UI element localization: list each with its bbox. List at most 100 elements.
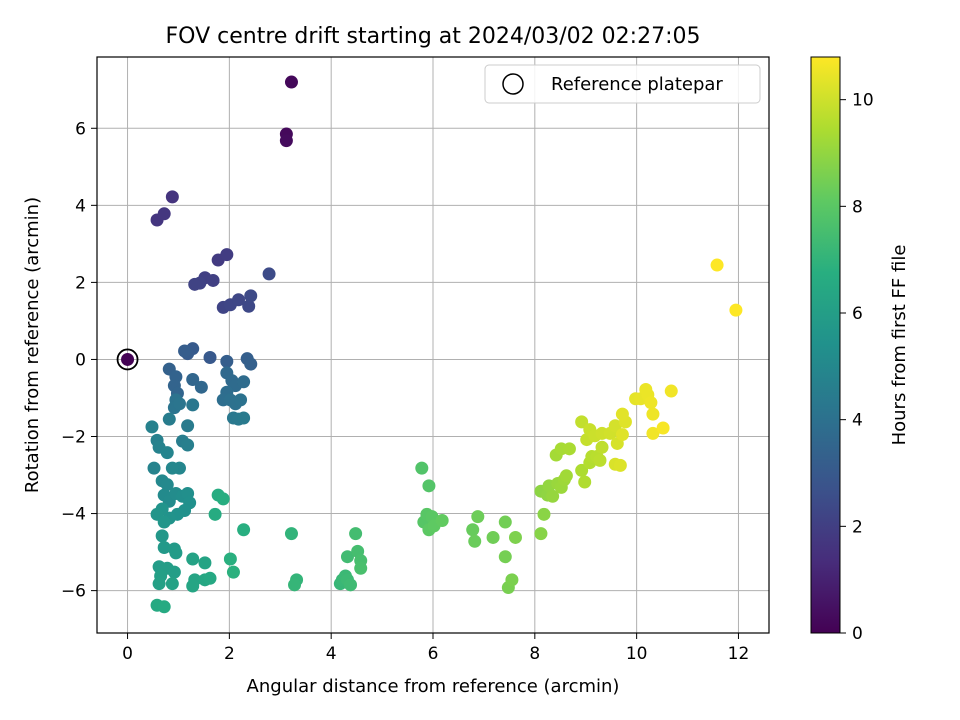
data-point — [223, 552, 237, 566]
data-point — [415, 461, 429, 475]
colorbar-tick-label: 2 — [852, 517, 863, 537]
data-point — [340, 550, 354, 564]
x-tick-label: 0 — [122, 644, 133, 664]
data-point — [194, 380, 208, 394]
data-point — [165, 577, 179, 591]
data-point — [468, 534, 482, 548]
data-point — [664, 384, 678, 398]
colorbar-label: Hours from first FF file — [889, 245, 910, 446]
data-point — [559, 469, 573, 483]
x-tick-label: 2 — [224, 644, 235, 664]
x-axis-label: Angular distance from reference (arcmin) — [247, 676, 620, 697]
data-point — [160, 478, 174, 492]
data-point — [167, 565, 181, 579]
y-axis-ticks: −6 −4 −2 0 2 4 6 — [61, 119, 97, 602]
data-point — [186, 372, 200, 386]
data-point — [466, 523, 480, 537]
colorbar-tick-label: 10 — [852, 91, 874, 111]
data-point — [121, 352, 135, 366]
data-point — [344, 578, 358, 592]
data-point — [237, 523, 251, 537]
data-point — [181, 438, 195, 452]
data-point — [162, 412, 176, 426]
data-point — [593, 453, 607, 467]
data-point — [234, 393, 248, 407]
data-point — [160, 446, 174, 460]
data-point — [237, 375, 251, 389]
data-point — [203, 571, 217, 585]
data-point — [615, 428, 629, 442]
data-point — [203, 351, 217, 365]
data-point — [562, 442, 576, 456]
colorbar-gradient — [810, 56, 841, 634]
y-tick-label: −6 — [61, 582, 86, 602]
data-point — [284, 527, 298, 541]
data-point — [242, 299, 256, 313]
data-point — [646, 407, 660, 421]
data-point — [157, 540, 171, 554]
data-point — [147, 461, 161, 475]
data-point — [471, 510, 485, 524]
data-point — [546, 489, 560, 503]
data-point — [145, 420, 159, 434]
data-point — [216, 492, 230, 506]
data-point — [505, 573, 519, 587]
data-point — [435, 513, 449, 527]
data-point — [186, 579, 200, 593]
data-point — [644, 396, 658, 410]
data-point — [498, 515, 512, 529]
data-point — [155, 529, 169, 543]
legend-label-reference: Reference platepar — [551, 74, 723, 95]
data-point — [157, 207, 171, 221]
y-tick-label: 0 — [75, 350, 86, 370]
data-point — [288, 578, 302, 592]
data-point — [237, 411, 251, 425]
colorbar-tick-label: 6 — [852, 304, 863, 324]
data-point — [181, 419, 195, 433]
legend: Reference platepar — [484, 64, 761, 104]
data-point — [232, 293, 246, 307]
data-point — [165, 190, 179, 204]
colorbar-ticks: 0 2 4 6 8 10 — [840, 91, 874, 644]
data-point — [220, 248, 234, 262]
data-point — [615, 407, 629, 421]
data-point — [226, 565, 240, 579]
data-point — [220, 354, 234, 368]
data-point — [595, 440, 609, 454]
data-point — [186, 552, 200, 566]
x-tick-label: 6 — [428, 644, 439, 664]
data-point — [354, 561, 368, 575]
plot-area: 0 2 4 6 8 10 12 −6 −4 −2 0 2 4 6 — [61, 56, 770, 664]
colorbar-tick-label: 8 — [852, 197, 863, 217]
x-tick-label: 12 — [728, 644, 750, 664]
y-axis-label: Rotation from reference (arcmin) — [22, 197, 43, 493]
data-point — [157, 600, 171, 614]
data-point — [575, 463, 589, 477]
scatter-points — [121, 75, 743, 614]
data-point — [534, 527, 548, 541]
colorbar-tick-label: 0 — [852, 624, 863, 644]
data-point — [262, 267, 276, 281]
reference-platepar-marker — [116, 348, 139, 371]
data-point — [729, 303, 743, 317]
data-point — [152, 577, 166, 591]
data-point — [157, 515, 171, 529]
x-axis-ticks: 0 2 4 6 8 10 12 — [122, 633, 749, 664]
data-point — [486, 530, 500, 544]
y-tick-label: −2 — [61, 428, 86, 448]
data-point — [422, 479, 436, 493]
x-tick-label: 4 — [326, 644, 337, 664]
colorbar-tick-label: 4 — [852, 411, 863, 431]
data-point — [608, 419, 622, 433]
data-point — [279, 134, 293, 148]
data-point — [656, 421, 670, 435]
y-tick-label: 4 — [75, 196, 86, 216]
legend-marker — [502, 73, 524, 95]
data-point — [284, 75, 298, 89]
data-point — [508, 530, 522, 544]
data-point — [244, 289, 258, 303]
y-tick-label: 2 — [75, 273, 86, 293]
data-point — [208, 507, 222, 521]
colorbar: 0 2 4 6 8 10 Hours from first FF file — [810, 56, 910, 644]
